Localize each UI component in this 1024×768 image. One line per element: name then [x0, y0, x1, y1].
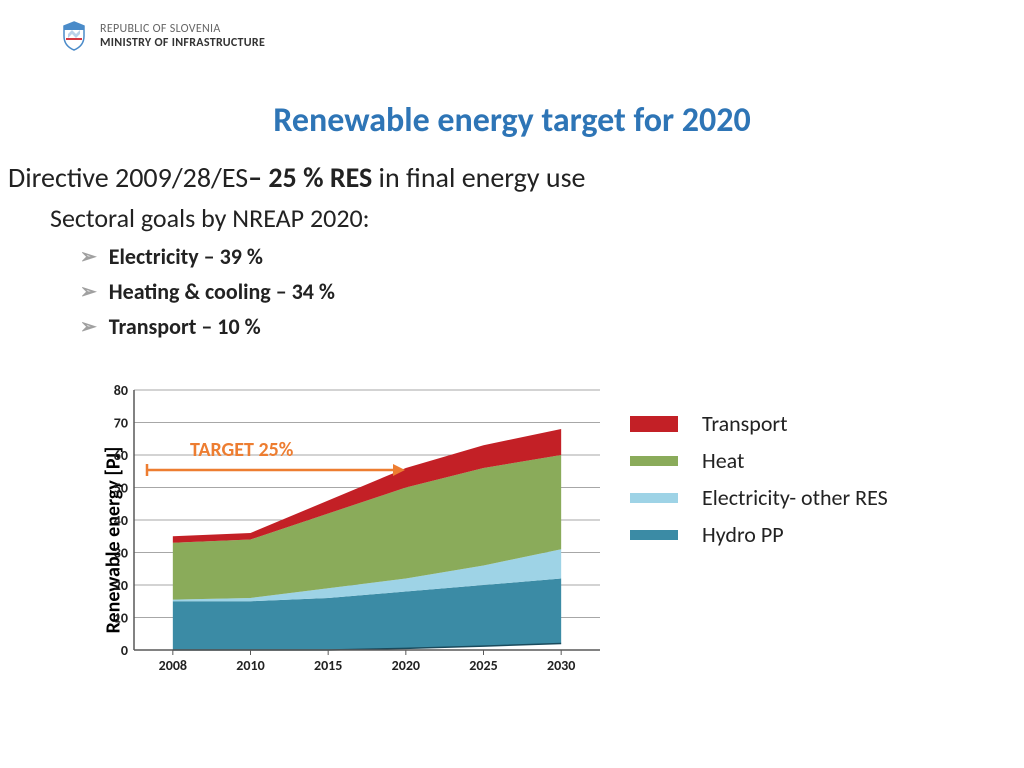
ministry-line2: MINISTRY OF INFRASTRUCTURE [100, 36, 265, 50]
legend-item: Transport [630, 410, 990, 437]
arrow-bullet-icon: ➢ [80, 279, 97, 304]
x-tick-label: 2008 [159, 657, 187, 674]
target-arrow-icon [145, 460, 405, 480]
legend-swatch [630, 416, 678, 432]
directive-prefix: Directive 2009/28/ES [8, 160, 248, 195]
legend-label: Electricity- other RES [702, 484, 888, 511]
x-tick-label: 2025 [469, 657, 497, 674]
y-tick-label: 70 [114, 415, 128, 432]
goal-item: ➢ Heating & cooling – 34 % [80, 278, 335, 305]
legend-swatch [630, 456, 678, 466]
page-title: Renewable energy target for 2020 [0, 100, 1024, 141]
legend-swatch [630, 530, 678, 540]
legend-swatch [630, 493, 678, 503]
y-tick-label: 40 [114, 512, 128, 529]
x-tick-label: 2020 [392, 657, 420, 674]
shield-icon [60, 20, 88, 52]
x-tick-label: 2010 [236, 657, 264, 674]
goal-label: Heating & cooling – 34 % [109, 278, 335, 305]
arrow-bullet-icon: ➢ [80, 244, 97, 269]
chart-legend: Transport Heat Electricity- other RES Hydro… [630, 410, 990, 558]
directive-suffix: in final energy use [372, 160, 585, 195]
y-tick-label: 80 [114, 382, 128, 399]
x-tick-label: 2030 [547, 657, 575, 674]
directive-bold: – 25 % RES [248, 160, 372, 195]
legend-item: Electricity- other RES [630, 484, 990, 511]
sectoral-heading: Sectoral goals by NREAP 2020: [50, 202, 370, 234]
target-annotation: TARGET 25% [190, 438, 293, 462]
goal-item: ➢ Electricity – 39 % [80, 243, 335, 270]
goal-item: ➢ Transport – 10 % [80, 313, 335, 340]
legend-item: Heat [630, 447, 990, 474]
legend-label: Heat [702, 447, 744, 474]
y-tick-label: 20 [114, 577, 128, 594]
ministry-header: REPUBLIC OF SLOVENIA MINISTRY OF INFRAST… [60, 20, 265, 52]
arrow-bullet-icon: ➢ [80, 314, 97, 339]
ministry-line1: REPUBLIC OF SLOVENIA [100, 22, 265, 36]
legend-label: Hydro PP [702, 521, 784, 548]
y-tick-label: 10 [114, 610, 128, 627]
y-tick-label: 60 [114, 447, 128, 464]
goal-label: Transport – 10 % [109, 313, 261, 340]
goal-label: Electricity – 39 % [109, 243, 263, 270]
directive-text: Directive 2009/28/ES– 25 % RES in final … [8, 160, 585, 195]
goals-list: ➢ Electricity – 39 % ➢ Heating & cooling –… [80, 243, 335, 348]
legend-item: Hydro PP [630, 521, 990, 548]
y-tick-label: 50 [114, 480, 128, 497]
y-tick-label: 0 [121, 642, 128, 659]
y-tick-label: 30 [114, 545, 128, 562]
stacked-area-chart: Renewable energy [PJ] 010203040506070802… [30, 380, 630, 700]
x-tick-label: 2015 [314, 657, 342, 674]
chart-canvas: 0102030405060708020082010201520202025203… [90, 380, 610, 680]
legend-label: Transport [702, 410, 787, 437]
